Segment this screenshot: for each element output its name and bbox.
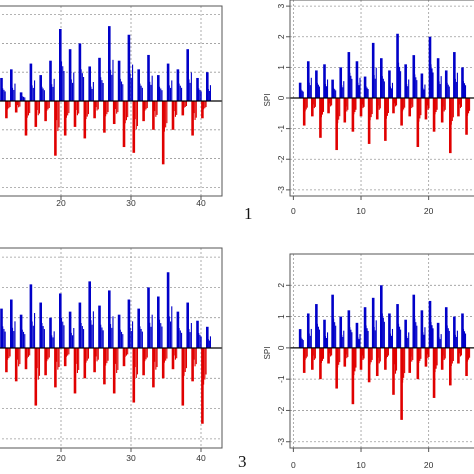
y-axis-label: SPI xyxy=(263,347,272,360)
plot-frame xyxy=(0,247,223,449)
x-tick-label: 30 xyxy=(126,198,136,208)
y-tick-label: 3 xyxy=(276,3,286,8)
y-axis-label: SPI xyxy=(263,94,272,107)
y-tick-label: 0 xyxy=(276,345,286,350)
x-tick-label: 20 xyxy=(56,453,66,463)
chart-panel-top-left: 20 30 40 xyxy=(0,5,223,208)
y-tick-label: 1 xyxy=(276,65,286,70)
panel-number-3: 3 xyxy=(238,452,247,471)
x-tick-label: 30 xyxy=(126,453,136,463)
y-tick-label: -3 xyxy=(276,186,286,194)
panel-number-1: 1 xyxy=(244,204,253,223)
x-tick-label: 0 xyxy=(291,206,296,216)
x-tick-label: 20 xyxy=(56,198,66,208)
y-tick-label: -1 xyxy=(276,125,286,133)
y-tick-label: -2 xyxy=(276,406,286,414)
x-tick-label: 40 xyxy=(196,198,206,208)
x-tick-label: 10 xyxy=(356,206,366,216)
plot-frame xyxy=(289,253,474,449)
y-tick-label: 2 xyxy=(276,34,286,39)
chart-panel-top-right: 0 10 20 -3 -2 -1 0 1 2 3 SPI xyxy=(263,0,474,216)
x-tick-label: 40 xyxy=(196,453,206,463)
y-tick-label: 2 xyxy=(276,283,286,288)
x-tick-label: 10 xyxy=(356,460,366,470)
y-tick-label: -1 xyxy=(276,375,286,383)
y-tick-label: -2 xyxy=(276,155,286,163)
y-tick-label: 1 xyxy=(276,314,286,319)
chart-panel-bottom-left: 20 30 40 xyxy=(0,247,223,463)
plot-frame xyxy=(0,5,223,197)
chart-panel-bottom-right: 0 10 20 -3 -2 -1 0 1 2 SPI xyxy=(263,253,474,470)
y-tick-label: -3 xyxy=(276,438,286,446)
x-tick-label: 0 xyxy=(291,460,296,470)
y-tick-label: 0 xyxy=(276,95,286,100)
x-tick-label: 20 xyxy=(424,460,434,470)
x-tick-label: 20 xyxy=(424,206,434,216)
